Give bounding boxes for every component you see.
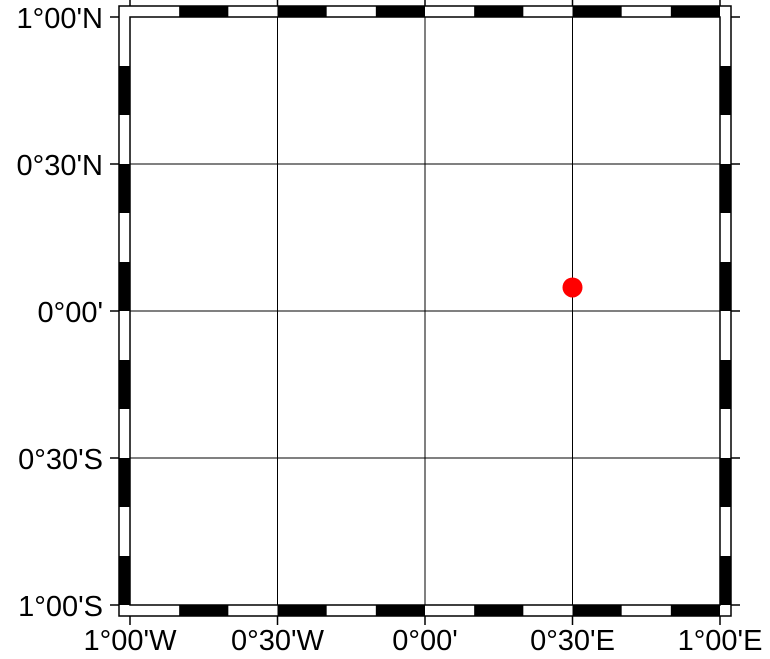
frame-segment-right [720, 262, 731, 311]
frame-segment-bottom [277, 605, 327, 616]
frame-segment-top [572, 6, 622, 17]
frame-segment-top [670, 6, 720, 17]
lat-tick-label: 0°30'N [17, 150, 103, 182]
frame-segment-right [720, 360, 731, 409]
frame-segment-right [720, 66, 731, 115]
map-points [562, 277, 583, 298]
frame-segment-left [119, 164, 130, 213]
frame-segment-right [720, 458, 731, 507]
lon-tick-label: 0°30'W [231, 625, 325, 657]
frame-segment-left [119, 66, 130, 115]
frame-segment-left [119, 458, 130, 507]
frame-segment-top [277, 6, 327, 17]
frame-segment-top [179, 6, 229, 17]
frame-segment-right [720, 164, 731, 213]
lon-tick-label: 1°00'W [84, 625, 178, 657]
lat-tick-label: 0°30'S [18, 444, 103, 476]
map-gridlines [129, 16, 721, 606]
frame-segment-bottom [670, 605, 720, 616]
lon-tick-label: 0°30'E [530, 625, 615, 657]
frame-segment-left [119, 556, 130, 605]
lat-tick-label: 0°00' [37, 297, 103, 329]
frame-segment-top [375, 6, 425, 17]
frame-segment-bottom [474, 605, 524, 616]
lon-tick-label: 0°00' [392, 625, 458, 657]
frame-segment-bottom [179, 605, 229, 616]
frame-segment-top [474, 6, 524, 17]
frame-segment-left [119, 262, 130, 311]
axis-labels: 1°00'W 0°30'W 0°00' 0°30'E 1°00'E 1°00'N 0°30'… [17, 3, 763, 657]
map-point-marker [562, 277, 583, 298]
frame-segment-bottom [375, 605, 425, 616]
lat-tick-label: 1°00'S [18, 591, 103, 623]
lon-tick-label: 1°00'E [678, 625, 763, 657]
frame-segment-left [119, 360, 130, 409]
axis-ticks [110, 0, 740, 625]
frame-segment-bottom [572, 605, 622, 616]
lat-tick-label: 1°00'N [17, 3, 103, 35]
frame-segment-right [720, 556, 731, 605]
